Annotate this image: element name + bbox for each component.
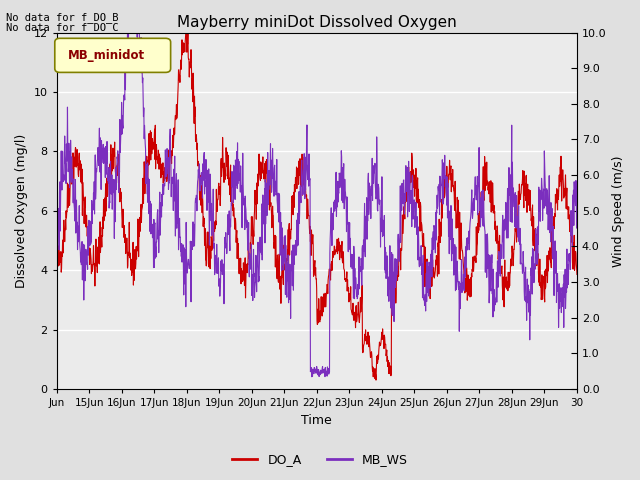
Text: MB_minidot: MB_minidot [68,49,145,62]
Legend: DO_A, MB_WS: DO_A, MB_WS [227,448,413,471]
Title: Mayberry miniDot Dissolved Oxygen: Mayberry miniDot Dissolved Oxygen [177,15,457,30]
Y-axis label: Dissolved Oxygen (mg/l): Dissolved Oxygen (mg/l) [15,133,28,288]
Text: No data for f_DO_C: No data for f_DO_C [6,22,119,33]
X-axis label: Time: Time [301,414,332,427]
Y-axis label: Wind Speed (m/s): Wind Speed (m/s) [612,155,625,266]
Text: No data for f_DO_B: No data for f_DO_B [6,12,119,23]
